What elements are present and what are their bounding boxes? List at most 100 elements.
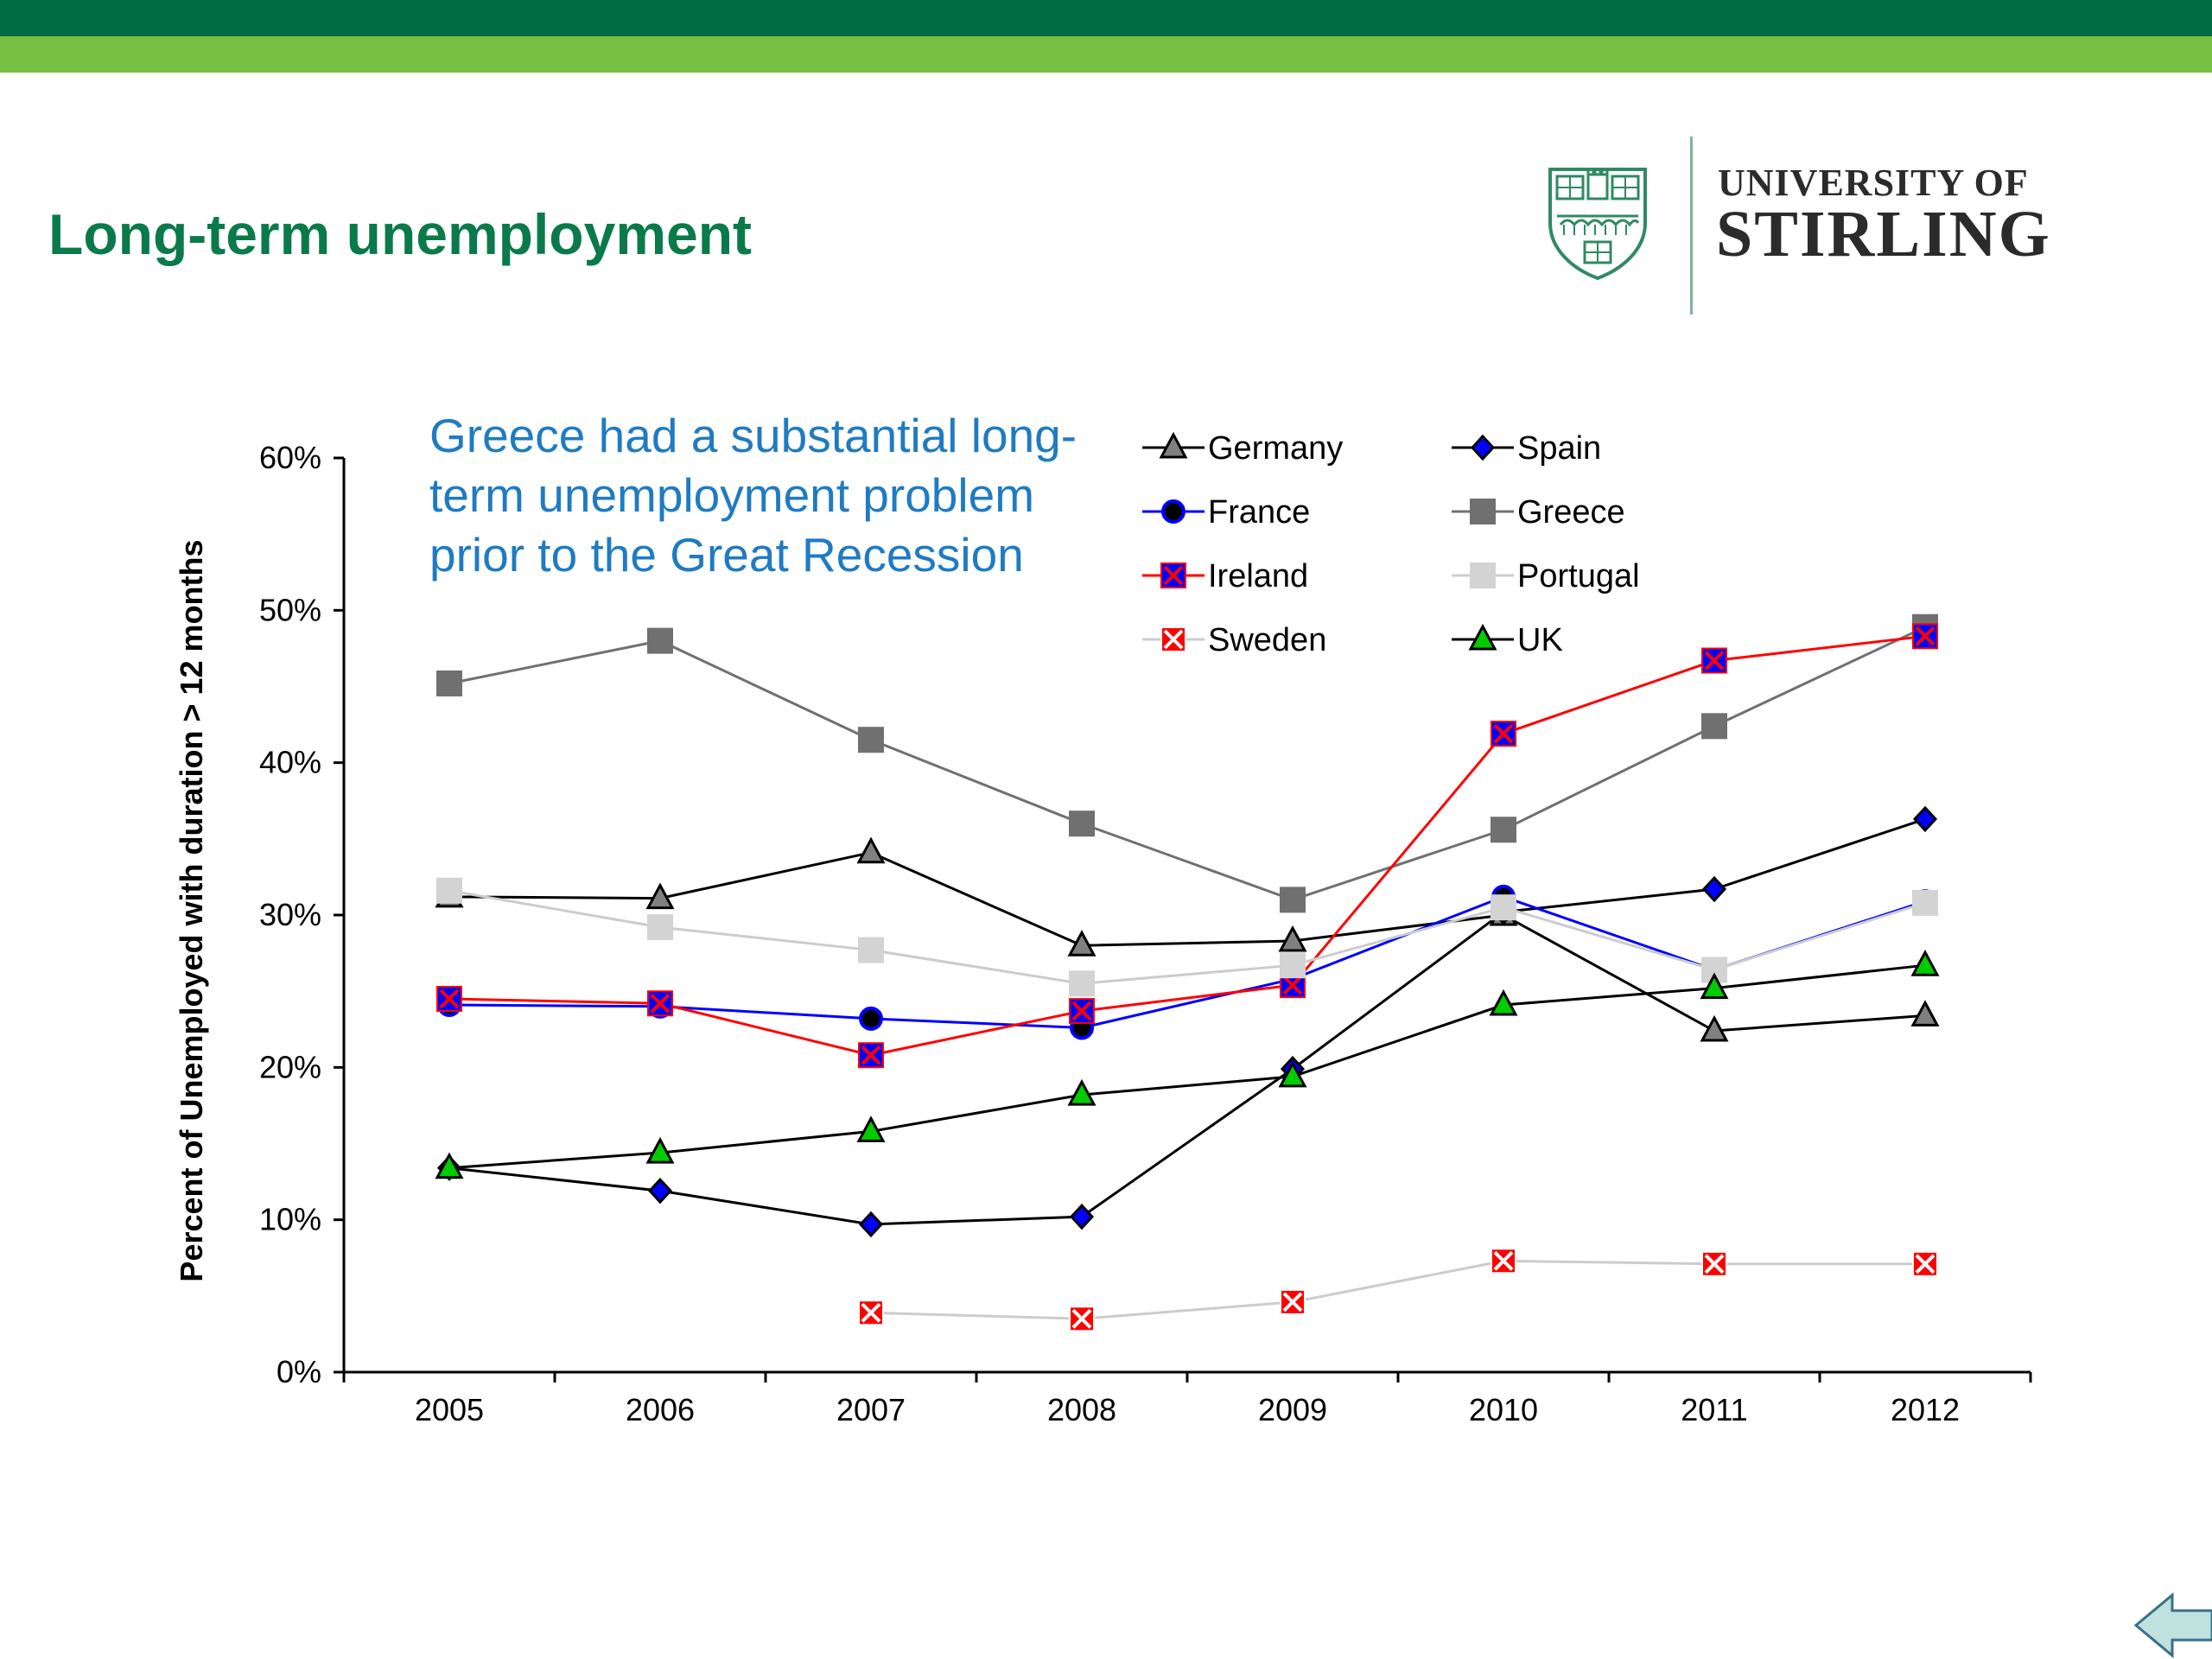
point-spain: [1912, 805, 1938, 833]
y-tick-label: 30%: [259, 897, 321, 932]
point-sweden: [1701, 1250, 1727, 1277]
logo-divider: [1690, 137, 1693, 315]
point-portugal: [647, 914, 673, 941]
legend-item-ireland: Ireland: [1142, 558, 1308, 594]
x-tick-label: 2011: [1681, 1392, 1747, 1427]
line-greece: [448, 626, 1926, 901]
point-greece: [1069, 810, 1095, 837]
line-france: [448, 895, 1926, 1029]
point-portugal: [1491, 894, 1516, 921]
point-uk: [1278, 1060, 1307, 1088]
point-portugal: [858, 937, 884, 963]
logo-university-of: UNIVERSITY OF: [1718, 162, 2029, 204]
point-portugal: [1069, 970, 1095, 997]
top-band-light: [0, 36, 2212, 73]
point-uk: [856, 1116, 886, 1142]
line-ireland: [448, 634, 1926, 1057]
point-portugal: [1912, 889, 1938, 916]
point-uk: [1489, 988, 1518, 1016]
point-uk: [435, 1152, 464, 1179]
legend-item-sweden: Sweden: [1142, 622, 1326, 658]
point-uk: [1700, 972, 1729, 1000]
x-tick-label: 2005: [415, 1392, 484, 1427]
point-ireland: [1912, 623, 1938, 650]
point-ireland: [1069, 998, 1095, 1025]
y-axis-label: Percent of Unemployed with duration > 12…: [174, 539, 209, 1281]
legend-label: Ireland: [1208, 558, 1308, 594]
line-germany: [448, 851, 1926, 1033]
point-uk: [1910, 950, 1940, 976]
chart-axes: 0% 10% 20% 30% 40% 50% 60% 2005 2006 2007 2008 2009…: [259, 440, 2032, 1427]
point-germany: [856, 836, 886, 864]
y-tick-label: 40%: [259, 745, 321, 780]
legend-item-germany: Germany: [1142, 430, 1343, 467]
legend-swatch-marker: [1470, 563, 1496, 588]
line-uk: [448, 963, 1926, 1170]
chart-series-lines: [448, 626, 1926, 1320]
legend-label: Sweden: [1208, 622, 1326, 658]
point-sweden: [858, 1300, 884, 1326]
logo-stirling: STIRLING: [1716, 198, 2051, 270]
point-germany: [1700, 1014, 1729, 1042]
top-band-dark: [0, 0, 2212, 36]
line-sweden: [870, 1259, 1925, 1320]
point-sweden: [1069, 1306, 1095, 1332]
line-spain: [448, 817, 1926, 1226]
legend-label: France: [1208, 494, 1310, 531]
legend-swatch-marker: [1160, 563, 1186, 588]
back-arrow-icon[interactable]: [2133, 1592, 2212, 1659]
y-tick-label: 10%: [259, 1202, 321, 1237]
y-tick-label: 50%: [259, 592, 321, 627]
point-sweden: [1280, 1288, 1306, 1315]
point-ireland: [647, 990, 673, 1017]
stirling-crest-icon: [1548, 168, 1647, 280]
x-tick-label: 2008: [1047, 1392, 1116, 1427]
legend-swatch-marker: [1159, 431, 1188, 459]
slide-title: Long-term unemployment: [48, 202, 753, 266]
point-greece: [1701, 713, 1727, 740]
legend-label: Spain: [1517, 430, 1601, 467]
legend-label: UK: [1517, 622, 1563, 658]
legend-swatch-marker: [1468, 623, 1497, 651]
point-uk: [645, 1136, 675, 1164]
point-ireland: [436, 985, 462, 1012]
point-greece: [436, 670, 462, 696]
legend-item-greece: Greece: [1452, 494, 1625, 531]
point-germany: [1278, 925, 1307, 952]
x-tick-label: 2012: [1891, 1392, 1960, 1427]
legend-label: Germany: [1208, 430, 1343, 467]
point-france: [859, 1006, 883, 1031]
legend-swatch-marker: [1161, 499, 1185, 524]
legend-item-portugal: Portugal: [1452, 558, 1640, 594]
point-portugal: [1280, 952, 1306, 979]
legend-swatch-marker: [1470, 499, 1496, 524]
point-greece: [1491, 817, 1516, 843]
legend-swatch-marker: [1160, 626, 1186, 652]
point-uk: [1067, 1078, 1096, 1106]
point-germany: [1910, 1000, 1940, 1027]
y-tick-label: 0%: [276, 1354, 321, 1389]
point-ireland: [1701, 647, 1727, 674]
point-sweden: [1912, 1250, 1938, 1277]
chart-series-markers: [435, 613, 1940, 1332]
point-ireland: [858, 1042, 884, 1069]
point-spain: [1069, 1203, 1095, 1230]
legend-swatch-marker: [1470, 434, 1496, 461]
point-germany: [1067, 930, 1096, 957]
chart-legend: Germany Spain France Greece Ireland Portugal S…: [1142, 430, 1640, 658]
x-tick-label: 2010: [1469, 1392, 1538, 1427]
legend-item-france: France: [1142, 494, 1310, 531]
point-spain: [1701, 875, 1727, 903]
legend-label: Greece: [1517, 494, 1625, 531]
point-spain: [647, 1177, 673, 1205]
point-greece: [647, 627, 673, 654]
point-greece: [858, 727, 884, 753]
x-tick-label: 2007: [836, 1392, 906, 1427]
point-sweden: [1491, 1248, 1516, 1274]
point-spain: [858, 1211, 884, 1238]
legend-item-uk: UK: [1452, 622, 1563, 658]
university-logo: UNIVERSITY OF STIRLING: [1545, 137, 2081, 316]
legend-label: Portugal: [1517, 558, 1640, 594]
point-portugal: [436, 877, 462, 904]
x-tick-label: 2006: [626, 1392, 695, 1427]
